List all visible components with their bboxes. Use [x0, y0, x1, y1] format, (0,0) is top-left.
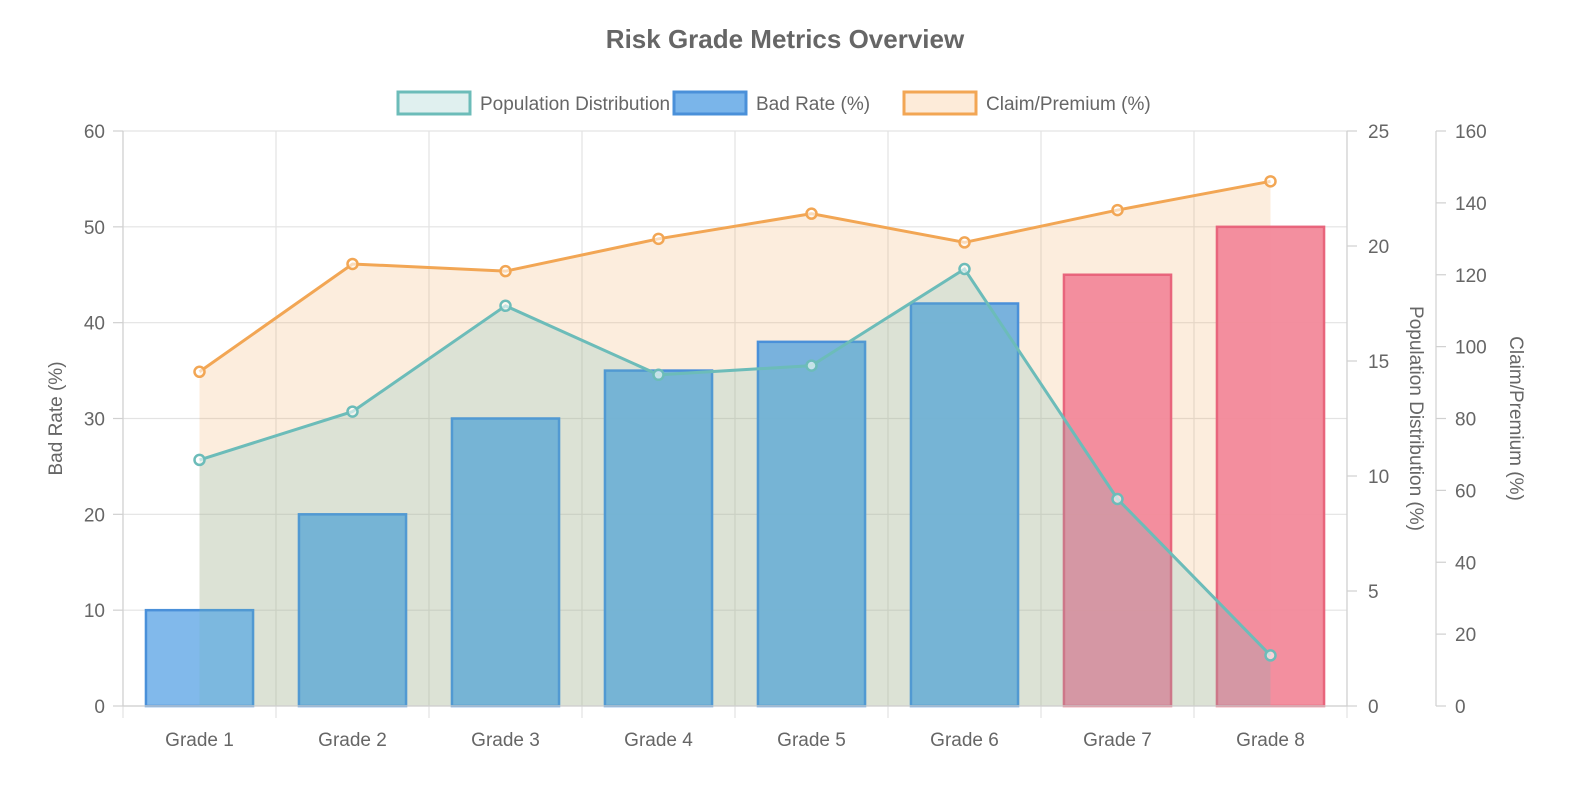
legend-label-1: Population Distribution (%)	[480, 94, 705, 115]
legend-swatch-3	[902, 90, 978, 116]
left-tick-label: 60	[84, 122, 105, 143]
left-tick-label: 50	[84, 218, 105, 239]
left-axis-title: Bad Rate (%)	[46, 361, 67, 475]
legend-swatch-2	[672, 90, 748, 116]
population-distribution-point-7	[1111, 492, 1124, 506]
left-tick-label: 20	[84, 505, 105, 526]
bad-rate-bar-8	[1215, 225, 1326, 708]
legend-swatch-1	[396, 90, 472, 116]
claim-premium-point-8	[1264, 175, 1277, 188]
population-distribution-area-series	[199, 269, 1271, 706]
bad-rate-bar-5	[756, 340, 867, 708]
bad-rate-bar-4	[603, 369, 714, 708]
left-tick-label: 40	[84, 314, 105, 335]
x-tick-label: Grade 3	[471, 730, 540, 751]
population-distribution-line	[199, 266, 1272, 657]
legend-label-3: Claim/Premium (%)	[986, 94, 1151, 115]
x-tick-label: Grade 4	[624, 730, 693, 751]
claim-premium-point-3	[499, 264, 512, 278]
x-tick-label: Grade 5	[777, 730, 846, 751]
claim-premium-point-4	[652, 232, 665, 246]
x-tick-label: Grade 2	[318, 730, 387, 751]
right2-tick-label: 140	[1455, 194, 1487, 215]
legend: Population Distribution (%) Bad Rate (%) C…	[396, 90, 1151, 116]
claim-premium-point-7	[1111, 203, 1124, 217]
left-tick-label: 30	[84, 410, 105, 431]
right1-tick-label: 10	[1368, 467, 1389, 488]
right2-tick-label: 80	[1455, 410, 1476, 431]
left-tick-label: 10	[84, 601, 105, 622]
right1-tick-label: 5	[1368, 582, 1379, 603]
left-tick-label: 0	[94, 697, 105, 718]
claim-premium-point-1	[193, 365, 206, 379]
population-distribution-point-2	[346, 405, 359, 418]
x-tick-label: Grade 1	[165, 730, 234, 751]
population-distribution-point-1	[193, 453, 206, 467]
population-distribution-point-3	[499, 299, 512, 313]
right2-tick-label: 20	[1455, 625, 1476, 646]
right2-tick-label: 160	[1455, 122, 1487, 143]
legend-label-2: Bad Rate (%)	[756, 94, 870, 115]
population-distribution-point-8	[1264, 649, 1277, 662]
right1-tick-label: 0	[1368, 697, 1379, 718]
axes: 0 10 20 30 40 50 60 0 5 10 15 20 25 0 20 40 60 80 100 120 14…	[46, 122, 1526, 751]
claim-premium-point-2	[346, 257, 359, 271]
x-tick-label: Grade 6	[930, 730, 999, 751]
right2-tick-label: 60	[1455, 481, 1476, 502]
right2-axis-title: Claim/Premium (%)	[1505, 336, 1526, 501]
population-distribution-point-5	[805, 359, 818, 372]
x-tick-label: Grade 7	[1083, 730, 1152, 751]
chart-title: Risk Grade Metrics Overview	[606, 24, 965, 54]
claim-premium-line	[198, 179, 1271, 374]
population-distribution-point-6	[958, 262, 971, 276]
right2-tick-label: 40	[1455, 553, 1476, 574]
right1-tick-label: 15	[1368, 352, 1389, 373]
right2-tick-label: 100	[1455, 338, 1487, 359]
right1-tick-label: 25	[1368, 122, 1389, 143]
x-tick-label: Grade 8	[1236, 730, 1305, 751]
bad-rate-bar-series	[144, 225, 1326, 708]
right1-tick-label: 20	[1368, 237, 1389, 258]
population-line-group	[193, 262, 1277, 662]
bad-rate-bar-6	[909, 302, 1020, 708]
line-series-layer	[193, 175, 1277, 662]
claim-premium-line-group	[193, 175, 1277, 379]
bad-rate-bar-7	[1062, 273, 1173, 708]
population-distribution-point-4	[652, 368, 665, 382]
claim-premium-point-6	[958, 236, 971, 249]
right2-tick-label: 0	[1455, 697, 1466, 718]
claim-premium-point-5	[805, 207, 818, 220]
right1-axis-title: Population Distribution (%)	[1405, 306, 1426, 531]
right2-tick-label: 120	[1455, 266, 1487, 287]
population-distribution-area-fill	[199, 269, 1271, 706]
